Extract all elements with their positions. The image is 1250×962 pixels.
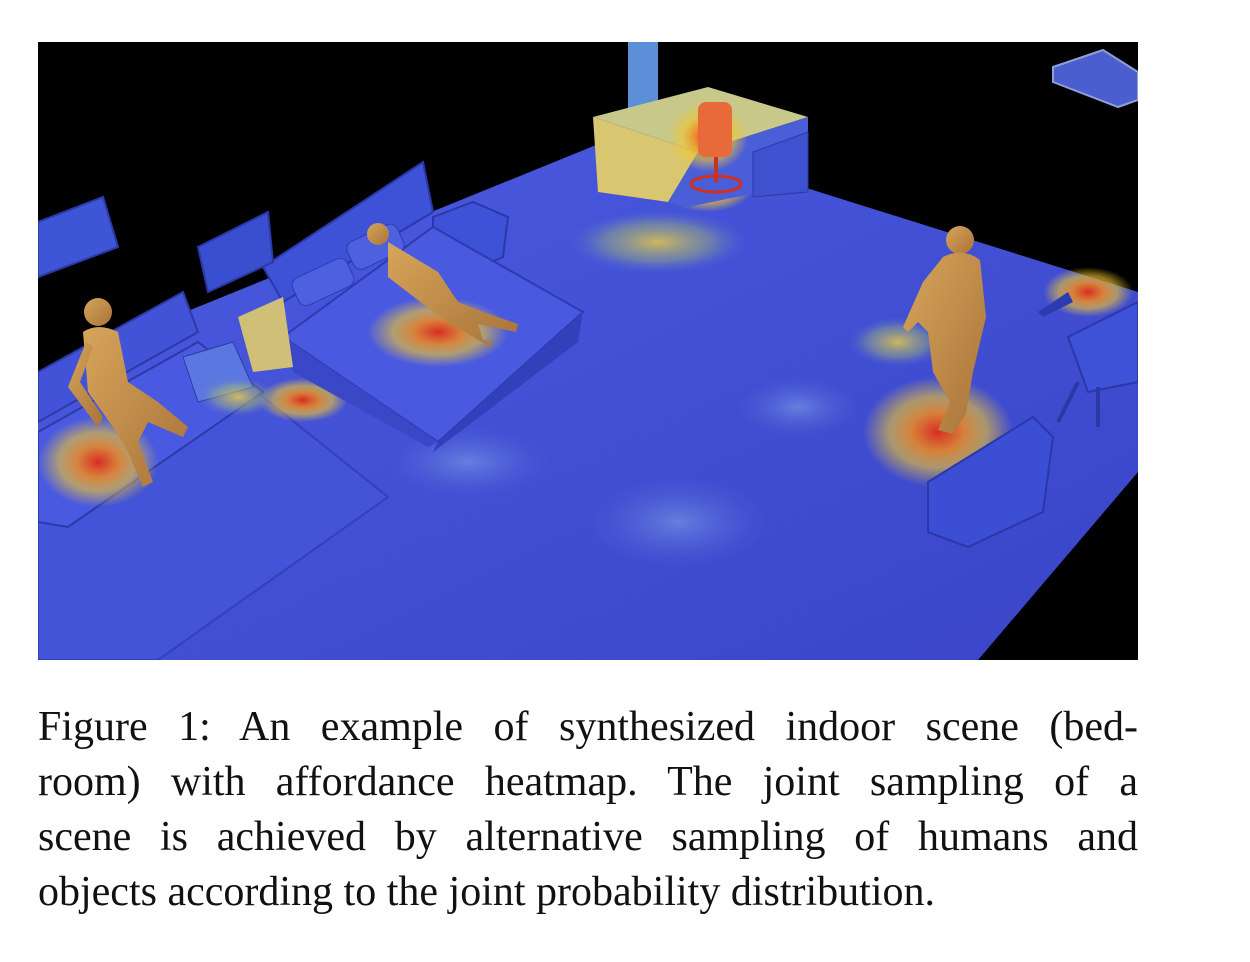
caption-line: objects according to the joint probabili… bbox=[38, 869, 936, 915]
dresser bbox=[927, 415, 1055, 549]
figure-caption: Figure 1: An example of synthesized indo… bbox=[38, 700, 1138, 920]
wall-shelf bbox=[38, 195, 120, 279]
walking-human bbox=[903, 226, 986, 434]
air-conditioner bbox=[1052, 48, 1138, 109]
sitting-human bbox=[68, 298, 188, 487]
side-table bbox=[238, 297, 293, 372]
desk bbox=[593, 42, 809, 207]
caption-line: room) with affordance heatmap. The joint… bbox=[38, 759, 1138, 805]
figure-image bbox=[38, 42, 1138, 660]
caption-line: scene is achieved by alternative samplin… bbox=[38, 814, 1138, 860]
tv bbox=[196, 210, 275, 294]
lying-human bbox=[367, 223, 518, 347]
caption-line: Figure 1: An example of synthesized indo… bbox=[38, 704, 1138, 750]
right-chair bbox=[1038, 292, 1138, 427]
